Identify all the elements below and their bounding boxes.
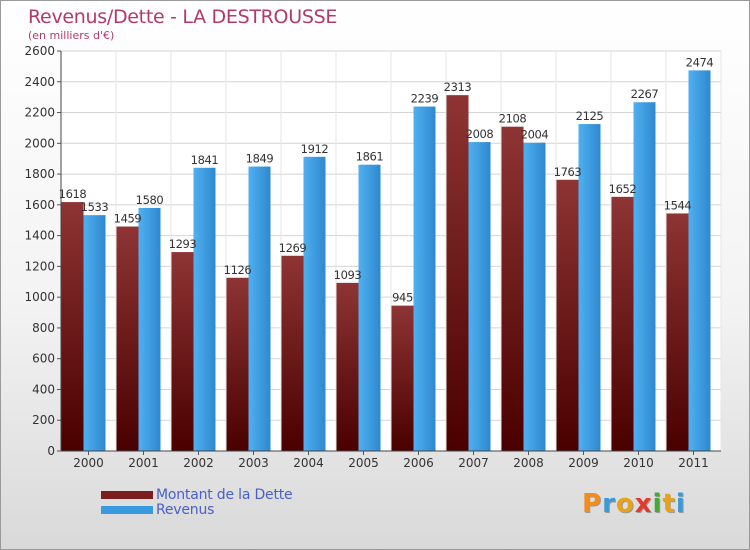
x-tick-label: 2002 <box>183 456 214 470</box>
proxiti-logo: Proxiti <box>582 489 686 519</box>
x-tick-label: 2001 <box>128 456 159 470</box>
data-label-dette: 1763 <box>554 165 582 179</box>
data-label-revenus: 2239 <box>411 92 439 106</box>
data-label-dette: 1269 <box>279 241 307 255</box>
bar-revenus-2007 <box>468 142 491 452</box>
bar-dette-2002 <box>171 252 194 451</box>
bar-revenus-2002 <box>193 167 216 451</box>
bar-dette-2006 <box>391 305 414 451</box>
axes: 0 200 400 600 800 1000 1200 1400 1600 1800 2000 220… <box>24 44 721 470</box>
y-tick-label: 2400 <box>24 75 55 89</box>
bar-dette-2000 <box>61 202 84 451</box>
bar-revenus-2004 <box>303 156 326 451</box>
x-tick-label: 2003 <box>238 456 269 470</box>
x-tick-label: 2008 <box>513 456 544 470</box>
bar-revenus-2009 <box>578 124 601 452</box>
bar-revenus-2001 <box>138 207 161 451</box>
logo-letter: t <box>662 489 676 519</box>
data-label-dette: 1093 <box>334 268 362 282</box>
x-tick-label: 2010 <box>623 456 654 470</box>
y-tick-label: 800 <box>32 321 55 335</box>
y-tick-label: 1200 <box>24 259 55 273</box>
y-tick-label: 400 <box>32 382 55 396</box>
y-tick-label: 0 <box>47 444 55 458</box>
data-label-dette: 2108 <box>499 112 527 126</box>
data-label-revenus: 1841 <box>191 153 219 167</box>
bar-dette-2011 <box>666 213 689 451</box>
legend-label-revenus: Revenus <box>156 502 215 518</box>
logo-letter: i <box>652 489 663 519</box>
data-label-revenus: 1580 <box>136 193 164 207</box>
y-tick-label: 1400 <box>24 229 55 243</box>
y-tick-label: 1600 <box>24 198 55 212</box>
data-label-revenus: 1912 <box>301 142 329 156</box>
bar-revenus-2000 <box>83 215 106 451</box>
data-label-dette: 945 <box>392 291 413 305</box>
bar-revenus-2008 <box>523 142 546 451</box>
bar-dette-2003 <box>226 277 249 451</box>
logo-letter: r <box>602 489 616 519</box>
bar-revenus-2003 <box>248 166 271 452</box>
data-label-dette: 2313 <box>444 80 472 94</box>
data-label-dette: 1459 <box>114 212 142 226</box>
x-tick-label: 2006 <box>403 456 434 470</box>
logo-letter: P <box>582 489 603 519</box>
x-tick-label: 2004 <box>293 456 324 470</box>
legend-item-dette: Montant de la Dette <box>101 487 293 503</box>
bar-revenus-2006 <box>413 106 436 452</box>
data-label-dette: 1618 <box>59 187 87 201</box>
legend-swatch-dette <box>101 491 153 499</box>
y-tick-label: 1000 <box>24 290 55 304</box>
data-label-revenus: 2008 <box>466 127 494 141</box>
data-label-revenus: 2125 <box>576 109 604 123</box>
bar-dette-2009 <box>556 179 579 451</box>
data-label-revenus: 1861 <box>356 150 384 164</box>
x-tick-label: 2005 <box>348 456 379 470</box>
bar-revenus-2010 <box>633 102 656 451</box>
bar-dette-2007 <box>446 95 469 452</box>
bar-dette-2001 <box>116 226 139 451</box>
x-tick-label: 2000 <box>73 456 104 470</box>
bar-revenus-2005 <box>358 164 381 451</box>
bar-revenus-2011 <box>688 70 711 451</box>
legend-label-dette: Montant de la Dette <box>156 487 293 503</box>
data-label-revenus: 2004 <box>521 128 549 142</box>
y-tick-label: 200 <box>32 413 55 427</box>
gridlines <box>60 50 722 452</box>
bar-dette-2004 <box>281 255 304 451</box>
data-label-revenus: 2474 <box>686 55 714 69</box>
chart-title: Revenus/Dette - LA DESTROUSSE <box>28 6 338 28</box>
data-label-dette: 1652 <box>609 182 637 196</box>
data-label-revenus: 2267 <box>631 87 659 101</box>
logo-letter: x <box>634 489 653 519</box>
y-tick-label: 2200 <box>24 106 55 120</box>
legend-item-revenus: Revenus <box>101 502 215 518</box>
y-tick-label: 2600 <box>24 44 55 58</box>
data-label-dette: 1126 <box>224 263 252 277</box>
logo-letter: i <box>675 489 686 519</box>
chart-subtitle: (en milliers d'€) <box>28 29 115 42</box>
x-tick-label: 2007 <box>458 456 489 470</box>
legend-swatch-revenus <box>101 506 153 514</box>
logo-letter: o <box>615 489 635 519</box>
bar-dette-2010 <box>611 196 634 451</box>
data-label-dette: 1293 <box>169 237 197 251</box>
y-tick-label: 1800 <box>24 167 55 181</box>
y-tick-label: 600 <box>32 352 55 366</box>
data-label-revenus: 1533 <box>81 200 109 214</box>
bars <box>61 70 711 452</box>
x-tick-label: 2009 <box>568 456 599 470</box>
y-tick-label: 2000 <box>24 136 55 150</box>
data-label-dette: 1544 <box>664 198 692 212</box>
data-label-revenus: 1849 <box>246 152 274 166</box>
x-tick-label: 2011 <box>678 456 709 470</box>
bar-dette-2005 <box>336 282 359 451</box>
bar-dette-2008 <box>501 126 524 451</box>
